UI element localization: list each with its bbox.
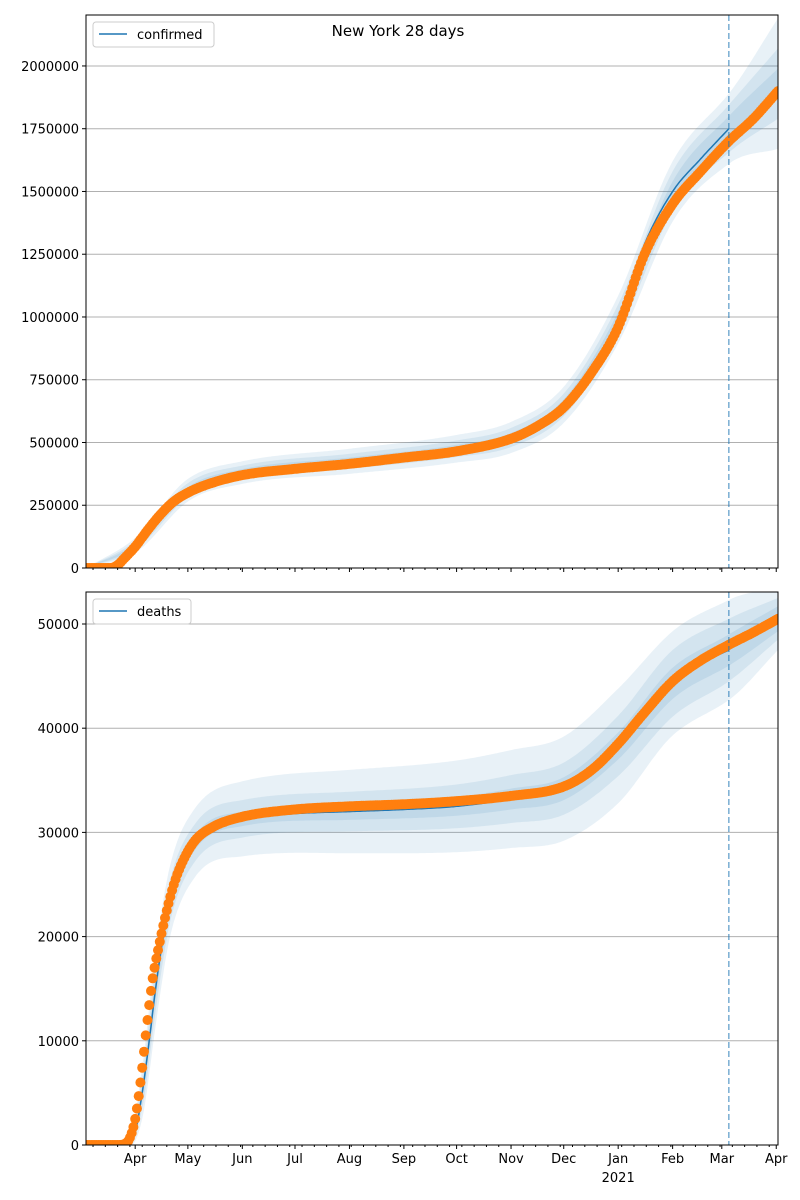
deaths-axes: 0 10000 20000 30000 40000 50000 Apr May Jun Jul Au… <box>38 591 788 1186</box>
x-tick-label: Dec <box>551 1152 576 1167</box>
y-tick-label: 0 <box>71 562 79 577</box>
observed-points <box>86 86 778 568</box>
x-tick-label: Jun <box>231 1152 252 1167</box>
y-tick-label: 2000000 <box>21 60 79 75</box>
x-tick-label: Sep <box>392 1152 417 1167</box>
plot-area <box>86 592 778 1145</box>
y-tick-label: 20000 <box>38 931 79 946</box>
x-tick-label: Jul <box>286 1152 303 1167</box>
observed-point <box>142 1015 153 1025</box>
observed-point <box>773 613 778 624</box>
confidence-band-2 <box>86 597 778 1145</box>
chart-title: New York 28 days <box>332 22 465 40</box>
observed-point <box>128 1122 139 1132</box>
x-tick-label: Feb <box>661 1152 684 1167</box>
observed-points <box>86 613 778 1145</box>
y-tick-label: 0 <box>71 1139 79 1154</box>
x-tick-label: Apr <box>765 1152 788 1167</box>
legend-box <box>92 598 192 625</box>
y-tick-label: 50000 <box>38 618 79 633</box>
axes-frame <box>85 14 779 569</box>
x-tick-label: Nov <box>498 1152 524 1167</box>
observed-point <box>135 1077 146 1088</box>
plot-area <box>86 18 778 568</box>
x-tick-label: Oct <box>445 1152 467 1167</box>
observed-point <box>144 1000 155 1011</box>
y-tick-label: 10000 <box>38 1035 79 1050</box>
observed-point <box>133 1091 144 1102</box>
confirmed-axes: 0 250000 500000 750000 1000000 1250000 1500000… <box>21 14 779 577</box>
y-tick-label: 1000000 <box>21 311 79 326</box>
observed-point <box>140 1030 151 1041</box>
x-tick-label: Apr <box>124 1152 147 1167</box>
observed-point <box>147 973 158 984</box>
legend-label: deaths <box>137 605 182 620</box>
legend: deaths <box>92 598 192 625</box>
confidence-band-3 <box>86 18 778 568</box>
observed-point <box>149 962 160 973</box>
observed-point <box>158 920 169 931</box>
observed-point <box>773 86 778 97</box>
y-tick-label: 1500000 <box>21 185 79 200</box>
y-tick-label: 250000 <box>29 499 79 514</box>
x-tick-label: Aug <box>337 1152 362 1167</box>
x-tick-label: May <box>174 1152 201 1167</box>
y-tick-label: 1250000 <box>21 248 79 263</box>
observed-point <box>151 953 162 964</box>
y-tick-label: 30000 <box>38 826 79 841</box>
observed-point <box>130 1113 141 1124</box>
observed-point <box>146 985 156 996</box>
observed-point <box>153 945 163 956</box>
x-tick-label: Mar <box>710 1152 735 1167</box>
y-tick-label: 500000 <box>29 436 79 451</box>
axes-frame <box>85 591 779 1146</box>
legend-box <box>92 21 215 48</box>
y-tick-label: 40000 <box>38 722 79 737</box>
x-year-label: 2021 <box>602 1171 635 1186</box>
confidence-band-3 <box>86 592 778 1145</box>
observed-point <box>156 928 167 939</box>
x-tick-label: Jan <box>607 1152 628 1167</box>
observed-point <box>139 1046 149 1057</box>
observed-point <box>131 1103 142 1114</box>
y-tick-label: 750000 <box>29 374 79 389</box>
y-tick-label: 1750000 <box>21 123 79 138</box>
observed-point <box>137 1062 148 1073</box>
observed-point <box>154 936 165 947</box>
legend-label: confirmed <box>137 28 203 43</box>
legend: confirmed <box>92 21 215 48</box>
